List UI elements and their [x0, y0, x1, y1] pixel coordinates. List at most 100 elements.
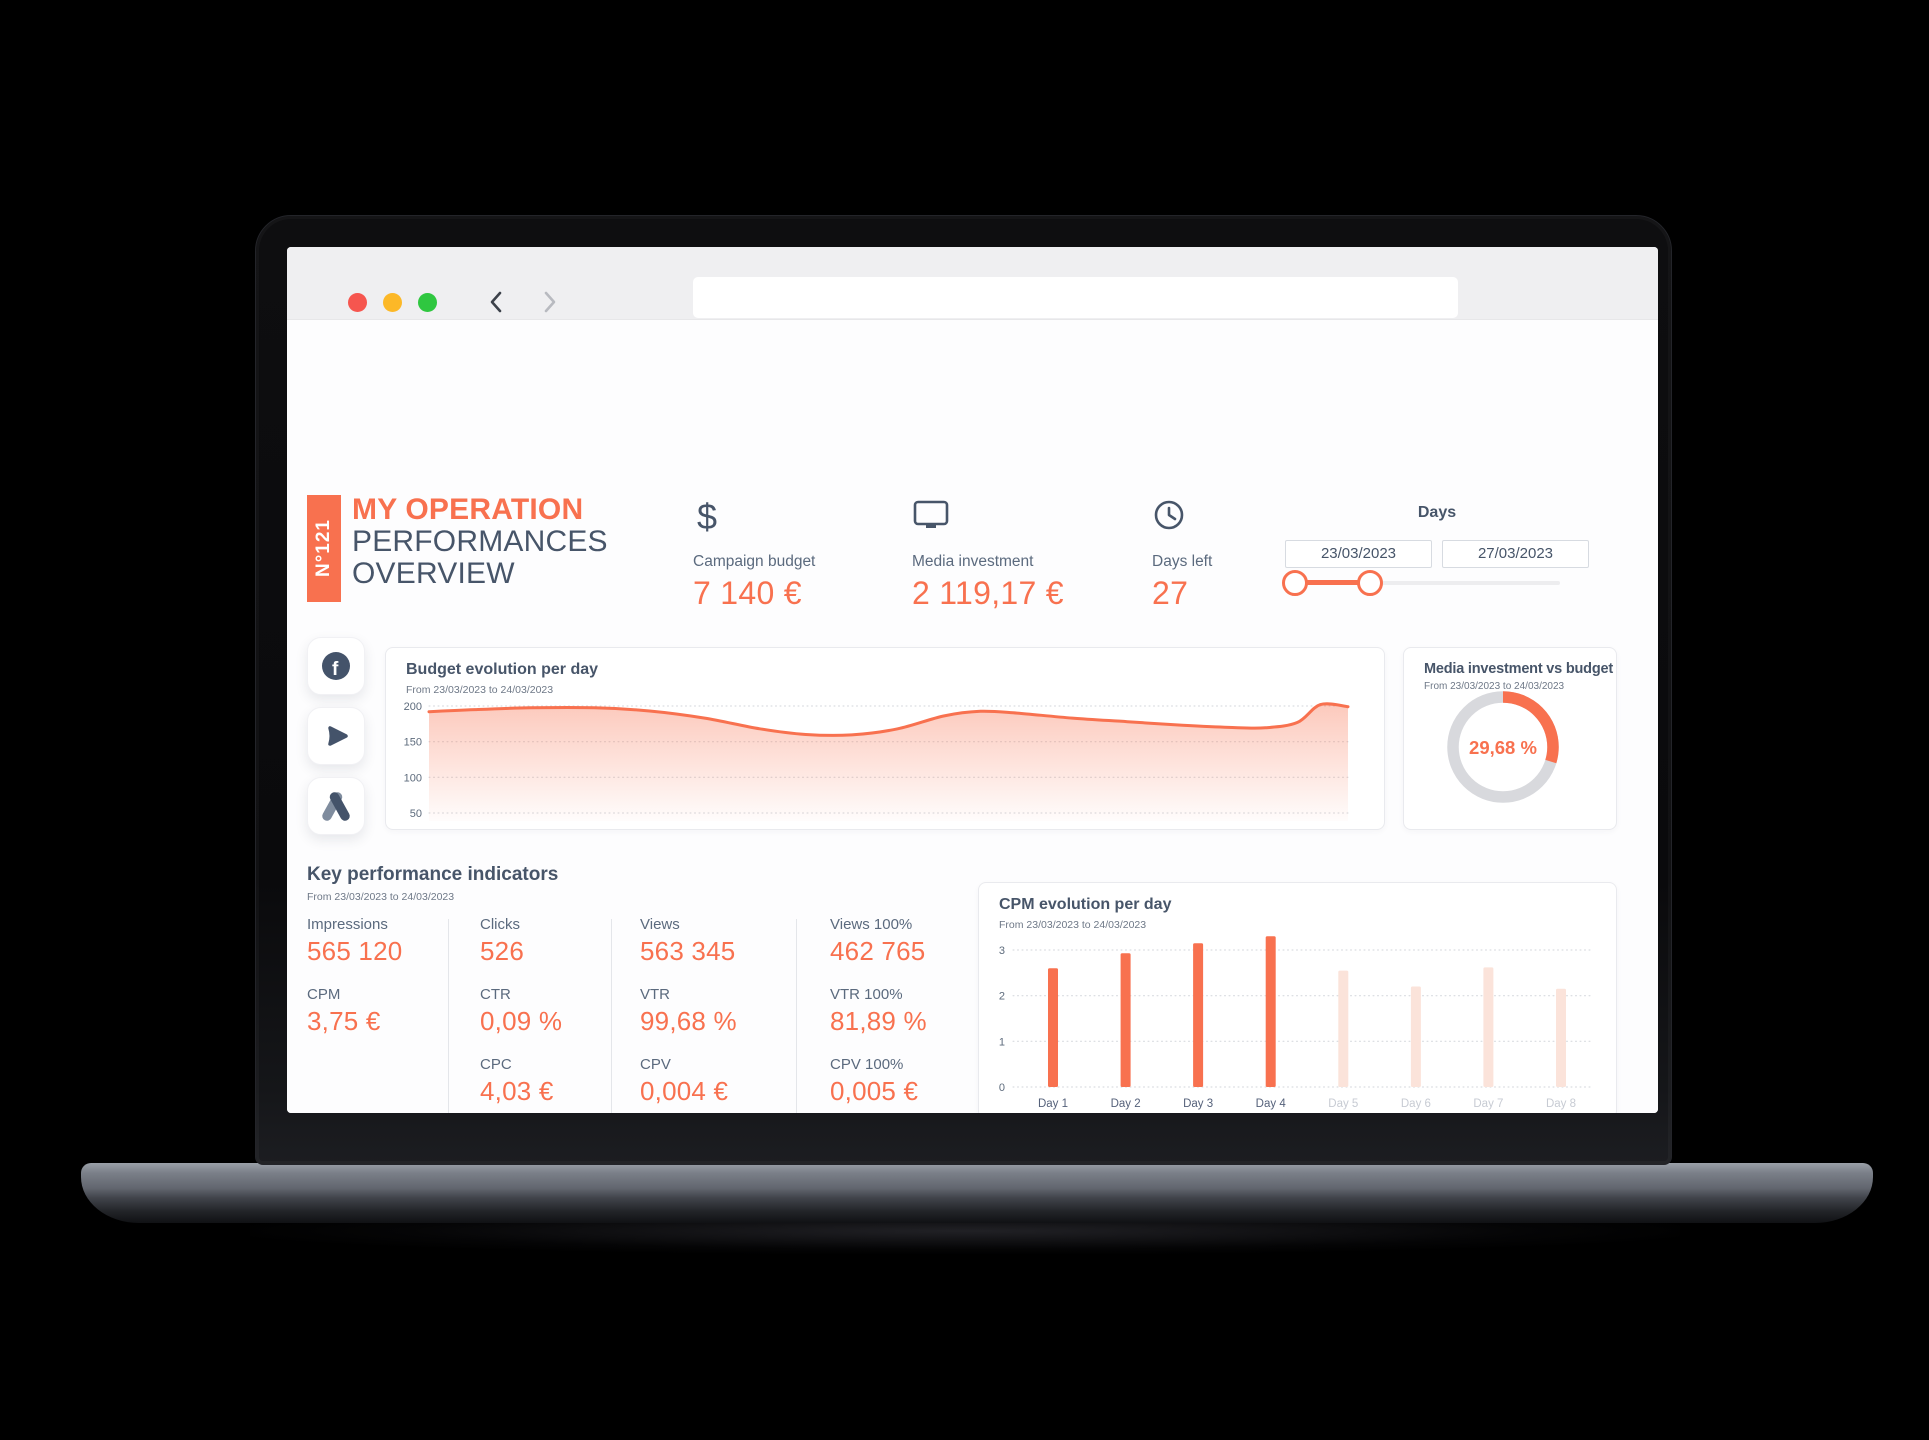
cpm-y-axis: 3 2 1 0 — [999, 945, 1005, 1094]
budget-evolution-card: Budget evolution per day From 23/03/2023… — [385, 647, 1385, 830]
cpm-x-label: Day 1 — [1038, 1098, 1068, 1110]
kpi-column-2: Clicks 526 CTR 0,09 % CPC 4,03 € — [480, 916, 562, 1113]
stat-media-investment: Media investment 2 119,17 € — [912, 497, 1122, 612]
title-line-3: OVERVIEW — [352, 557, 515, 590]
budget-area-fill — [429, 703, 1348, 821]
kpi-label: CPC — [480, 1056, 512, 1073]
cpm-bar-day-5 — [1338, 970, 1349, 1087]
svg-text:150: 150 — [404, 737, 422, 749]
stat-value: 7 140 € — [693, 575, 802, 611]
facebook-icon: f — [322, 652, 350, 680]
days-slider-track[interactable] — [1288, 581, 1560, 585]
close-window-button[interactable] — [348, 293, 367, 312]
stat-campaign-budget: $ Campaign budget 7 140 € — [693, 497, 903, 612]
svg-text:100: 100 — [404, 772, 422, 784]
cpm-chart-title: CPM evolution per day — [999, 896, 1172, 913]
kpi-value: 526 — [480, 936, 524, 966]
cpm-x-label: Day 7 — [1473, 1098, 1503, 1110]
stat-value: 27 — [1152, 575, 1189, 611]
channel-google-ads-button[interactable] — [307, 777, 365, 835]
svg-text:f: f — [332, 659, 339, 680]
minimize-window-button[interactable] — [383, 293, 402, 312]
donut-subtitle: From 23/03/2023 to 24/03/2023 — [1424, 681, 1565, 692]
kpi-vtr-100: VTR 100% 81,89 % — [830, 986, 927, 1036]
operation-number: N°121 — [313, 519, 334, 578]
kpi-value: 563 345 — [640, 936, 736, 966]
cpm-chart-subtitle: From 23/03/2023 to 24/03/2023 — [999, 919, 1147, 931]
kpi-label: VTR 100% — [830, 986, 903, 1003]
back-button[interactable] — [483, 288, 511, 316]
cpm-bar-day-3 — [1193, 943, 1204, 1087]
days-slider-handle-start[interactable] — [1282, 570, 1308, 596]
kpi-label: Views — [640, 916, 680, 933]
kpi-section-title: Key performance indicators — [307, 864, 559, 885]
laptop-base — [81, 1163, 1873, 1223]
page-title: MY OPERATION PERFORMANCES OVERVIEW — [352, 494, 608, 590]
channel-video-button[interactable] — [307, 707, 365, 765]
kpi-value: 4,03 € — [480, 1076, 554, 1106]
kpi-views-100: Views 100% 462 765 — [830, 916, 927, 966]
end-date-input[interactable]: 27/03/2023 — [1442, 540, 1589, 568]
budget-y-axis: 200 150 100 50 — [404, 701, 422, 820]
donut-progress-arc — [1447, 691, 1559, 803]
title-line-2: PERFORMANCES — [352, 525, 608, 558]
cpm-x-axis: Day 1 Day 2 Day 3 Day 4 Day 5 Day 6 Day 7 Day 8 — [1038, 1098, 1576, 1110]
cpm-x-label: Day 8 — [1546, 1098, 1576, 1110]
maximize-window-button[interactable] — [418, 293, 437, 312]
svg-text:2: 2 — [999, 991, 1005, 1003]
kpi-label: CPV 100% — [830, 1056, 904, 1073]
browser-chrome — [287, 247, 1658, 320]
kpi-cpv-100: CPV 100% 0,005 € — [830, 1056, 927, 1106]
kpi-cpm: CPM 3,75 € — [307, 986, 402, 1036]
cpm-gridlines — [1012, 949, 1594, 1088]
kpi-label: CPV — [640, 1056, 671, 1073]
kpi-views: Views 563 345 — [640, 916, 737, 966]
cpm-bar-day-1 — [1048, 968, 1058, 1087]
days-slider-handle-end[interactable] — [1357, 570, 1383, 596]
kpi-value: 0,005 € — [830, 1076, 919, 1106]
kpi-value: 3,75 € — [307, 1006, 381, 1036]
kpi-value: 99,68 % — [640, 1006, 737, 1036]
svg-text:1: 1 — [999, 1036, 1005, 1048]
dashboard-page: N°121 MY OPERATION PERFORMANCES OVERVIEW… — [287, 321, 1658, 1113]
donut-title: Media investment vs budget — [1424, 661, 1613, 677]
kpi-label: CTR — [480, 986, 511, 1003]
kpi-label: VTR — [640, 986, 670, 1003]
start-date-input[interactable]: 23/03/2023 — [1285, 540, 1432, 568]
days-slider-fill — [1295, 580, 1370, 585]
cpm-bar-day-6 — [1410, 986, 1421, 1087]
cpm-bar-day-4 — [1265, 936, 1276, 1087]
cpm-bar-chart: 3 2 1 0 Day 1 Day 2 Day 3 Day 4 Day 5 Day 6 Da… — [999, 936, 1594, 1110]
cpm-bar-day-8 — [1556, 988, 1566, 1087]
kpi-divider — [611, 919, 612, 1113]
cpm-x-label: Day 3 — [1183, 1098, 1213, 1110]
svg-text:$: $ — [697, 497, 717, 537]
cpm-x-label: Day 6 — [1401, 1098, 1431, 1110]
budget-chart-subtitle: From 23/03/2023 to 24/03/2023 — [406, 684, 554, 696]
operation-number-badge: N°121 — [307, 495, 341, 602]
clock-icon — [1152, 497, 1362, 537]
svg-text:200: 200 — [404, 701, 422, 713]
cpm-x-label: Day 5 — [1328, 1098, 1358, 1110]
kpi-label: Views 100% — [830, 916, 913, 933]
stat-label: Media investment — [912, 553, 1034, 570]
channel-facebook-button[interactable]: f — [307, 637, 365, 695]
forward-button[interactable] — [535, 288, 563, 316]
kpi-label: CPM — [307, 986, 341, 1003]
stat-label: Days left — [1152, 553, 1213, 570]
kpi-clicks: Clicks 526 — [480, 916, 562, 966]
kpi-value: 81,89 % — [830, 1006, 927, 1036]
cpm-x-label: Day 2 — [1111, 1098, 1141, 1110]
kpi-column-3: Views 563 345 VTR 99,68 % CPV 0,004 € — [640, 916, 737, 1113]
kpi-column-4: Views 100% 462 765 VTR 100% 81,89 % CPV … — [830, 916, 927, 1113]
dollar-icon: $ — [693, 497, 903, 537]
monitor-icon — [912, 497, 1122, 537]
kpi-divider — [796, 919, 797, 1113]
kpi-value: 0,004 € — [640, 1076, 729, 1106]
kpi-label: Impressions — [307, 916, 388, 933]
kpi-column-1: Impressions 565 120 CPM 3,75 € — [307, 916, 402, 1056]
address-bar[interactable] — [693, 277, 1458, 318]
kpi-vtr: VTR 99,68 % — [640, 986, 737, 1036]
budget-chart-title: Budget evolution per day — [406, 661, 599, 678]
cpm-evolution-card: CPM evolution per day From 23/03/2023 to… — [978, 882, 1617, 1113]
